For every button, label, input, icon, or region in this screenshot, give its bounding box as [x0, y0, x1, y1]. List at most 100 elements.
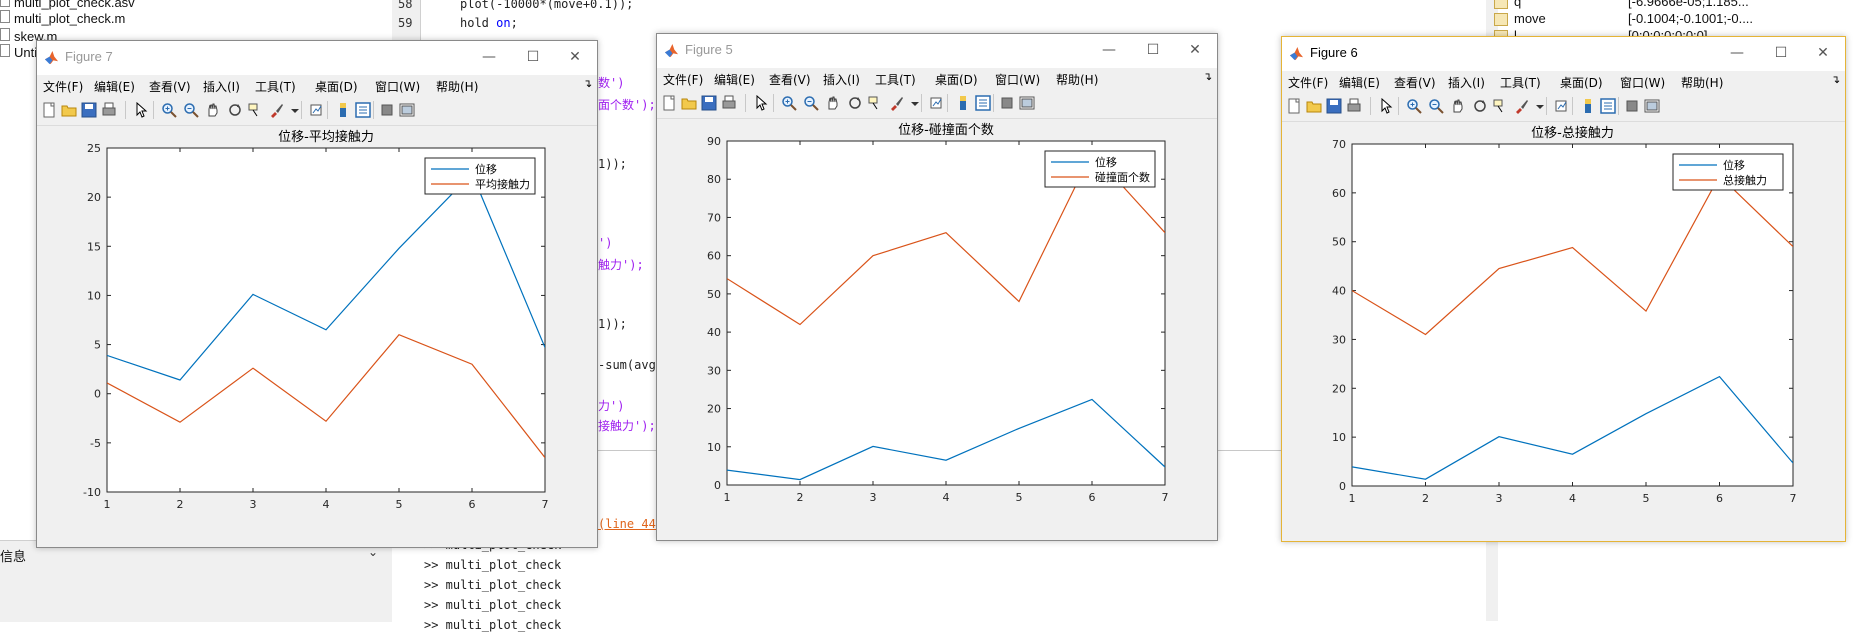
minimize-icon[interactable]: — [1102, 42, 1116, 58]
menu-item[interactable]: 帮助(H) [1056, 73, 1099, 87]
print-icon[interactable] [1346, 98, 1362, 114]
zoom-in-icon[interactable] [161, 102, 177, 118]
workspace-row[interactable]: q [1494, 0, 1521, 10]
close-icon[interactable]: ✕ [1189, 42, 1201, 58]
menu-item[interactable]: 工具(T) [1500, 76, 1541, 90]
hide-plot-tools-icon[interactable] [1624, 98, 1640, 114]
link-plot-icon[interactable] [929, 95, 945, 111]
pan-hand-icon[interactable] [205, 102, 221, 118]
brush-icon[interactable] [1514, 98, 1530, 114]
open-icon[interactable] [681, 95, 697, 111]
legend[interactable] [424, 157, 536, 195]
open-icon[interactable] [61, 102, 77, 118]
menu-item[interactable]: 查看(V) [769, 73, 811, 87]
menu-item[interactable]: 查看(V) [1394, 76, 1436, 90]
save-icon[interactable] [1326, 98, 1342, 114]
figure-window[interactable]: Figure 6 — ☐ ✕ 文件(F) 编辑(E) 查看(V) 插入(I) 工具(T) 桌面(D… [1281, 36, 1846, 542]
legend-icon[interactable] [975, 95, 991, 111]
menu-item[interactable]: 桌面(D) [1560, 76, 1603, 90]
data-cursor-icon[interactable] [1492, 98, 1508, 114]
select-arrow-icon[interactable] [753, 95, 769, 111]
brush-dropdown-icon[interactable] [287, 102, 303, 118]
hide-plot-tools-icon[interactable] [999, 95, 1015, 111]
file-item[interactable]: multi_plot_check.m [0, 10, 125, 26]
series-line-2[interactable] [107, 333, 545, 458]
zoom-in-icon[interactable] [781, 95, 797, 111]
brush-icon[interactable] [889, 95, 905, 111]
code-line[interactable]: hold on; [460, 16, 518, 30]
menu-item[interactable]: 查看(V) [149, 80, 191, 94]
maximize-icon[interactable]: ☐ [526, 49, 540, 65]
menu-item[interactable]: 插入(I) [1448, 76, 1485, 90]
link-plot-icon[interactable] [1554, 98, 1570, 114]
new-figure-icon[interactable] [41, 102, 57, 118]
maximize-icon[interactable]: ☐ [1774, 45, 1788, 61]
minimize-icon[interactable]: — [482, 49, 496, 65]
hide-plot-tools-icon[interactable] [379, 102, 395, 118]
menu-item[interactable]: 插入(I) [203, 80, 240, 94]
select-arrow-icon[interactable] [133, 102, 149, 118]
menu-item[interactable]: 文件(F) [663, 73, 704, 87]
menu-item[interactable]: 桌面(D) [315, 80, 358, 94]
menu-item[interactable]: 编辑(E) [1339, 76, 1380, 90]
menu-overflow-arrow-icon[interactable]: ↴ [1203, 70, 1213, 83]
data-cursor-icon[interactable] [247, 102, 263, 118]
brush-dropdown-icon[interactable] [907, 95, 923, 111]
rotate-3d-icon[interactable] [847, 95, 863, 111]
zoom-out-icon[interactable] [803, 95, 819, 111]
save-icon[interactable] [701, 95, 717, 111]
series-line-1[interactable] [727, 398, 1165, 481]
menu-item[interactable]: 文件(F) [1288, 76, 1329, 90]
figure-title-bar[interactable]: Figure 6 — ☐ ✕ [1282, 37, 1845, 71]
legend-icon[interactable] [1600, 98, 1616, 114]
error-link[interactable]: (line 44) [598, 517, 664, 531]
link-plot-icon[interactable] [309, 102, 325, 118]
menu-item[interactable]: 文件(F) [43, 80, 84, 94]
menu-item[interactable]: 帮助(H) [436, 80, 479, 94]
menu-item[interactable]: 工具(T) [875, 73, 916, 87]
open-icon[interactable] [1306, 98, 1322, 114]
print-icon[interactable] [721, 95, 737, 111]
code-line[interactable]: plot(-10000*(move+0.1)); [460, 0, 634, 11]
zoom-out-icon[interactable] [183, 102, 199, 118]
save-icon[interactable] [81, 102, 97, 118]
print-icon[interactable] [101, 102, 117, 118]
minimize-icon[interactable]: — [1730, 45, 1744, 61]
zoom-in-icon[interactable] [1406, 98, 1422, 114]
colorbar-icon[interactable] [335, 102, 351, 118]
zoom-out-icon[interactable] [1428, 98, 1444, 114]
menu-item[interactable]: 插入(I) [823, 73, 860, 87]
menu-item[interactable]: 工具(T) [255, 80, 296, 94]
colorbar-icon[interactable] [1580, 98, 1596, 114]
menu-overflow-arrow-icon[interactable]: ↴ [583, 77, 593, 90]
file-item[interactable]: Untit [0, 44, 41, 60]
close-icon[interactable]: ✕ [1817, 45, 1829, 61]
data-cursor-icon[interactable] [867, 95, 883, 111]
legend[interactable] [1672, 153, 1784, 191]
new-figure-icon[interactable] [1286, 98, 1302, 114]
brush-icon[interactable] [269, 102, 285, 118]
figure-title-bar[interactable]: Figure 5 — ☐ ✕ [657, 34, 1217, 68]
show-plot-tools-icon[interactable] [1019, 95, 1035, 111]
pan-hand-icon[interactable] [1450, 98, 1466, 114]
chevron-down-icon[interactable]: ⌄ [368, 545, 379, 559]
figure-plot-area[interactable]: 位移-总接触力 0 10 20 30 40 50 60 70 1 2 3 4 5 6 7 位移 总接触力 [1282, 122, 1845, 541]
file-item[interactable]: multi_plot_check.asv [0, 0, 135, 10]
rotate-3d-icon[interactable] [227, 102, 243, 118]
brush-dropdown-icon[interactable] [1532, 98, 1548, 114]
series-line-1[interactable] [1352, 375, 1793, 480]
close-icon[interactable]: ✕ [569, 49, 581, 65]
show-plot-tools-icon[interactable] [1644, 98, 1660, 114]
menu-item[interactable]: 编辑(E) [94, 80, 135, 94]
legend[interactable] [1044, 150, 1156, 188]
maximize-icon[interactable]: ☐ [1146, 42, 1160, 58]
select-arrow-icon[interactable] [1378, 98, 1394, 114]
menu-item[interactable]: 窗口(W) [375, 80, 421, 94]
legend-icon[interactable] [355, 102, 371, 118]
menu-item[interactable]: 编辑(E) [714, 73, 755, 87]
figure-window[interactable]: Figure 5 — ☐ ✕ 文件(F) 编辑(E) 查看(V) 插入(I) 工具(T) 桌面(D… [656, 33, 1218, 541]
pan-hand-icon[interactable] [825, 95, 841, 111]
figure-window[interactable]: Figure 7 — ☐ ✕ 文件(F) 编辑(E) 查看(V) 插入(I) 工具(T) 桌面(D… [36, 40, 598, 548]
